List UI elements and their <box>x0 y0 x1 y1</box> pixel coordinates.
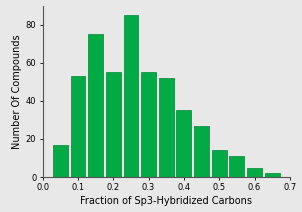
Y-axis label: Number Of Compounds: Number Of Compounds <box>11 34 22 149</box>
Bar <box>247 167 262 177</box>
Bar <box>106 72 121 177</box>
Bar <box>265 173 280 177</box>
Bar <box>159 78 174 177</box>
Bar <box>53 145 68 177</box>
Bar <box>71 76 85 177</box>
Bar <box>230 156 244 177</box>
Bar <box>88 34 103 177</box>
Bar <box>176 110 191 177</box>
Bar <box>212 150 226 177</box>
Bar <box>194 126 209 177</box>
Bar <box>141 72 156 177</box>
X-axis label: Fraction of Sp3-Hybridized Carbons: Fraction of Sp3-Hybridized Carbons <box>80 197 252 206</box>
Bar <box>124 15 138 177</box>
